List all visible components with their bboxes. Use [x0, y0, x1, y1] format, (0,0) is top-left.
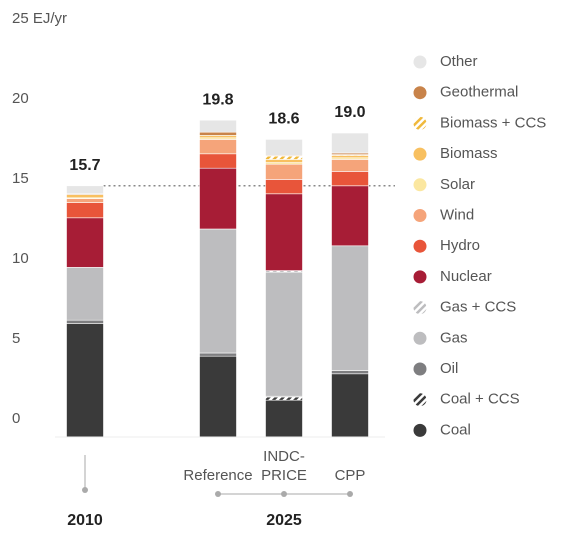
bar-segment — [265, 399, 303, 438]
legend-marker — [413, 116, 427, 130]
legend-marker — [413, 86, 427, 100]
bar-segment — [66, 323, 104, 438]
legend-marker — [413, 239, 427, 253]
total-label: 19.0 — [334, 104, 365, 121]
legend-label: Solar — [440, 176, 475, 193]
legend-marker — [413, 270, 427, 284]
group-dot — [281, 491, 287, 497]
x-tick-label: INDC-PRICE — [261, 448, 307, 484]
group-dot — [215, 491, 221, 497]
legend-marker — [413, 147, 427, 161]
bar-segment — [265, 139, 303, 156]
bar-segment — [265, 159, 303, 163]
bar-segment — [265, 271, 303, 397]
legend-marker — [413, 423, 427, 437]
y-tick-label: 20 — [12, 90, 29, 107]
bar-segment — [66, 267, 104, 321]
bar-segment — [66, 185, 104, 195]
legend-label: Gas + CCS — [440, 299, 516, 316]
y-tick-label: 5 — [12, 330, 20, 347]
legend-label: Biomass — [440, 145, 498, 162]
y-tick-label: 25 EJ/yr — [12, 10, 67, 27]
group-dot — [82, 487, 88, 493]
bar-segment — [199, 167, 237, 230]
bar-segment — [199, 352, 237, 357]
bar-segment — [331, 370, 369, 375]
total-label: 18.6 — [268, 111, 299, 128]
legend-marker — [413, 331, 427, 345]
legend-label: Wind — [440, 206, 474, 223]
bar-segment — [331, 171, 369, 187]
legend-label: Nuclear — [440, 268, 492, 285]
bar-segment — [331, 159, 369, 172]
group-dot — [347, 491, 353, 497]
bar-segment — [265, 193, 303, 271]
bar-segment — [265, 155, 303, 160]
bar-segment — [265, 163, 303, 180]
legend-label: Other — [440, 53, 478, 70]
bar-segment — [66, 198, 104, 203]
legend-marker — [413, 301, 427, 315]
bar-segment — [265, 179, 303, 195]
x-tick-label: Reference — [183, 467, 252, 484]
bar-segment — [66, 319, 104, 324]
bar-segment — [199, 135, 237, 139]
bar-segment — [66, 202, 104, 219]
group-label: 2025 — [266, 512, 302, 529]
bar-segment — [331, 245, 369, 371]
legend-marker — [413, 178, 427, 192]
y-tick-label: 15 — [12, 170, 29, 187]
legend-label: Biomass + CCS — [440, 114, 546, 131]
group-label: 2010 — [67, 512, 103, 529]
legend-marker — [413, 362, 427, 376]
y-tick-label: 10 — [12, 250, 29, 267]
total-label: 19.8 — [202, 91, 233, 108]
bar-segment — [66, 194, 104, 199]
x-tick-label: CPP — [335, 467, 366, 484]
legend-label: Coal + CCS — [440, 391, 520, 408]
legend-marker — [413, 209, 427, 222]
legend-label: Coal — [440, 421, 471, 438]
legend-marker — [413, 55, 427, 69]
legend-label: Geothermal — [440, 84, 518, 101]
legend-marker — [413, 393, 427, 407]
legend-label: Gas — [440, 329, 468, 346]
bar-segment — [66, 217, 104, 268]
y-tick-label: 0 — [12, 410, 20, 427]
bar-segment — [199, 228, 237, 354]
bar-segment — [199, 355, 237, 438]
bar-segment — [265, 396, 303, 401]
bar-segment — [199, 131, 237, 136]
bar-segment — [199, 153, 237, 169]
bar-segment — [331, 155, 369, 159]
legend-label: Oil — [440, 360, 458, 377]
bar-segment — [331, 132, 369, 154]
bar-segment — [331, 185, 369, 247]
bar-segment — [199, 139, 237, 155]
legend-label: Hydro — [440, 237, 480, 254]
total-label: 15.7 — [69, 157, 100, 174]
bar-segment — [199, 119, 237, 133]
bar-segment — [331, 373, 369, 438]
